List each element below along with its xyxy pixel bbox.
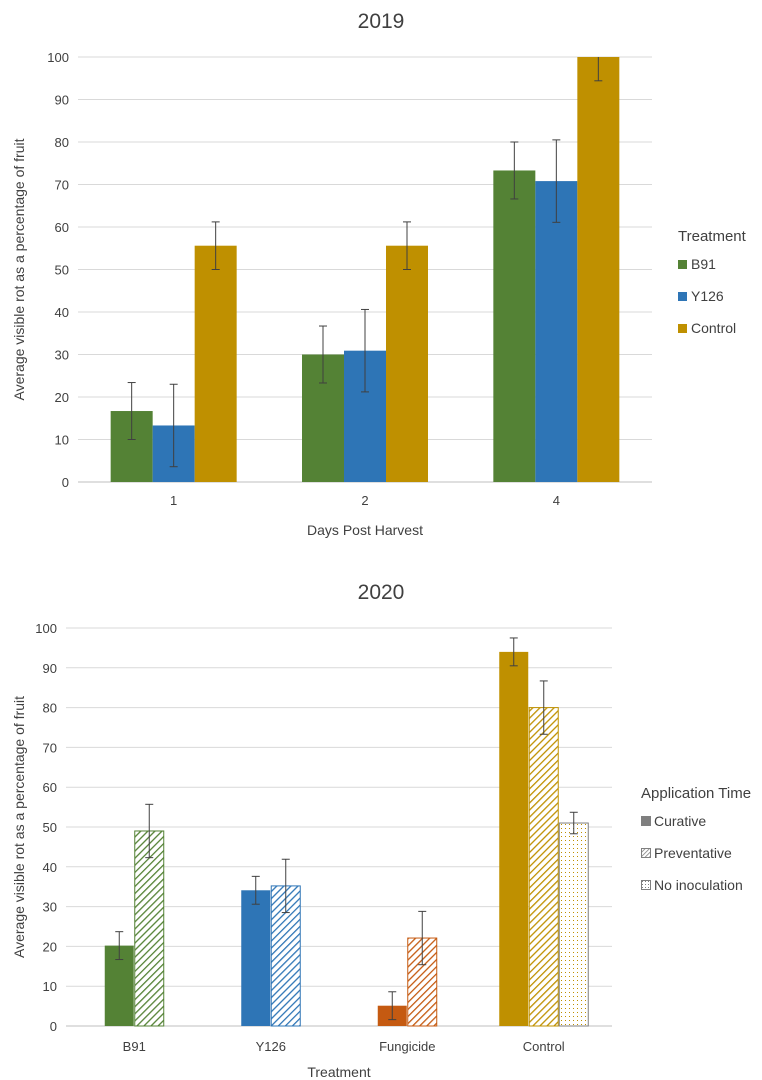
legend-item-b91: B91 <box>678 255 746 273</box>
chart-title: 2019 <box>357 10 405 33</box>
bar-control-day-1 <box>194 245 237 482</box>
bar-y126-day-4 <box>535 181 578 482</box>
chart-plot-2020: 0 10 20 30 40 50 60 70 80 90 100 Average visible ro… <box>11 621 612 1080</box>
legend-title: Treatment <box>678 228 746 245</box>
chart-2020: 2020 0 10 20 30 40 50 60 70 80 90 100 Average visib… <box>0 575 762 1080</box>
x-tick-label: Y126 <box>256 1039 286 1054</box>
y-tick-label: 100 <box>35 621 57 636</box>
y-tick-label: 20 <box>43 939 57 954</box>
y-tick-label: 30 <box>43 900 57 915</box>
y-tick-label: 80 <box>55 135 69 150</box>
x-tick-label: B91 <box>123 1039 146 1054</box>
legend-item-y126: Y126 <box>678 287 746 305</box>
y-tick-label: 100 <box>47 50 69 65</box>
x-tick-label: 1 <box>170 493 177 508</box>
x-tick-label: Control <box>523 1039 565 1054</box>
bar-control-day-2 <box>386 245 428 482</box>
legend-label: Y126 <box>691 288 724 304</box>
legend: Application Time Curative Preventative N… <box>641 785 751 908</box>
chart-plot-2019: 0 10 20 30 40 50 60 70 80 90 100 Average visible ro… <box>11 50 652 538</box>
y-tick-label: 10 <box>55 433 69 448</box>
legend-item-curative: Curative <box>641 812 751 830</box>
chart-2019: 2019 0 10 20 30 40 50 60 70 80 90 100 Average visib… <box>11 10 746 538</box>
legend-label: Preventative <box>654 845 732 861</box>
bar-control-preventative <box>528 707 559 1027</box>
legend-swatch <box>641 880 651 890</box>
x-tick-label: Fungicide <box>379 1039 435 1054</box>
y-tick-label: 40 <box>55 305 69 320</box>
y-tick-label: 60 <box>55 220 69 235</box>
x-axis-label: Days Post Harvest <box>307 522 423 538</box>
y-tick-label: 70 <box>55 178 69 193</box>
legend-swatch <box>678 291 687 301</box>
legend-label: No inoculation <box>654 877 743 893</box>
bar-control-day-4 <box>577 57 620 482</box>
bar-y126-curative <box>241 890 271 1026</box>
y-tick-label: 70 <box>43 740 57 755</box>
chart-title: 2020 <box>357 581 405 604</box>
y-tick-label: 80 <box>43 701 57 716</box>
bar-b91-preventative <box>134 830 165 1027</box>
legend-label: Control <box>691 320 737 336</box>
y-tick-label: 0 <box>50 1019 57 1034</box>
legend-swatch <box>641 848 651 858</box>
y-tick-label: 50 <box>43 820 57 835</box>
x-axis-label: Treatment <box>307 1064 370 1080</box>
y-tick-label: 10 <box>43 979 57 994</box>
y-axis-label: Average visible rot as a percentage of f… <box>11 138 27 400</box>
y-tick-label: 20 <box>55 390 69 405</box>
legend-item-no-inoculation: No inoculation <box>641 876 751 894</box>
legend-item-control: Control <box>678 319 746 337</box>
y-tick-label: 60 <box>43 780 57 795</box>
bar-control-curative <box>499 651 529 1026</box>
y-tick-label: 40 <box>43 860 57 875</box>
y-axis-label: Average visible rot as a percentage of f… <box>11 696 27 958</box>
y-tick-label: 50 <box>55 263 69 278</box>
legend-item-preventative: Preventative <box>641 844 751 862</box>
bar-control-no-inoculation <box>558 822 589 1027</box>
legend-label: Curative <box>654 813 707 829</box>
legend-swatch <box>678 323 687 333</box>
x-tick-label: 2 <box>361 493 368 508</box>
y-tick-label: 90 <box>55 93 69 108</box>
legend-label: B91 <box>691 256 716 272</box>
legend-swatch <box>641 816 651 826</box>
y-tick-label: 0 <box>62 475 69 490</box>
y-tick-label: 90 <box>43 661 57 676</box>
y-tick-label: 30 <box>55 348 69 363</box>
legend-title: Application Time <box>641 785 752 802</box>
x-tick-label: 4 <box>553 493 560 508</box>
legend: Treatment B91 Y126 Control <box>678 228 746 351</box>
bar-b91-day-4 <box>493 170 536 482</box>
legend-swatch <box>678 259 687 269</box>
